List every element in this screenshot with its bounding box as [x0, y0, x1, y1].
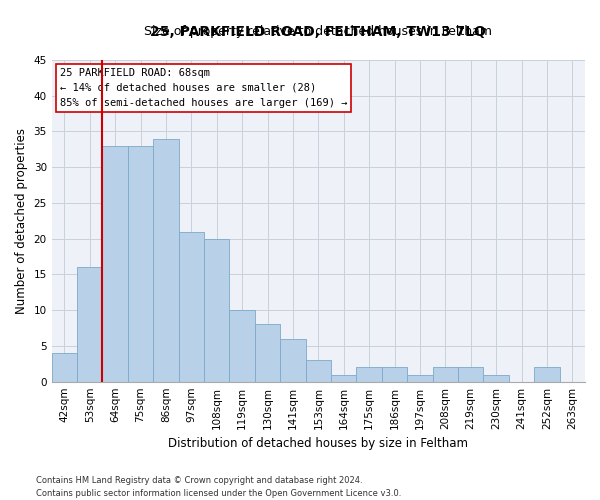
Bar [305, 360, 331, 382]
Bar [77, 268, 103, 382]
Bar [382, 368, 407, 382]
Y-axis label: Number of detached properties: Number of detached properties [15, 128, 28, 314]
Bar [103, 146, 128, 382]
Bar [534, 368, 560, 382]
Bar [280, 339, 305, 382]
Text: Contains HM Land Registry data © Crown copyright and database right 2024.
Contai: Contains HM Land Registry data © Crown c… [36, 476, 401, 498]
Bar [356, 368, 382, 382]
Bar [331, 374, 356, 382]
Text: 25, PARKFIELD ROAD, FELTHAM, TW13 7LQ: 25, PARKFIELD ROAD, FELTHAM, TW13 7LQ [151, 25, 486, 39]
Bar [153, 138, 179, 382]
Bar [407, 374, 433, 382]
Bar [458, 368, 484, 382]
Bar [255, 324, 280, 382]
Bar [484, 374, 509, 382]
Text: 25 PARKFIELD ROAD: 68sqm
← 14% of detached houses are smaller (28)
85% of semi-d: 25 PARKFIELD ROAD: 68sqm ← 14% of detach… [59, 68, 347, 108]
Bar [204, 238, 229, 382]
Bar [433, 368, 458, 382]
Bar [52, 353, 77, 382]
Title: Size of property relative to detached houses in Feltham: Size of property relative to detached ho… [145, 25, 493, 38]
Bar [179, 232, 204, 382]
Bar [128, 146, 153, 382]
Bar [229, 310, 255, 382]
X-axis label: Distribution of detached houses by size in Feltham: Distribution of detached houses by size … [169, 437, 469, 450]
